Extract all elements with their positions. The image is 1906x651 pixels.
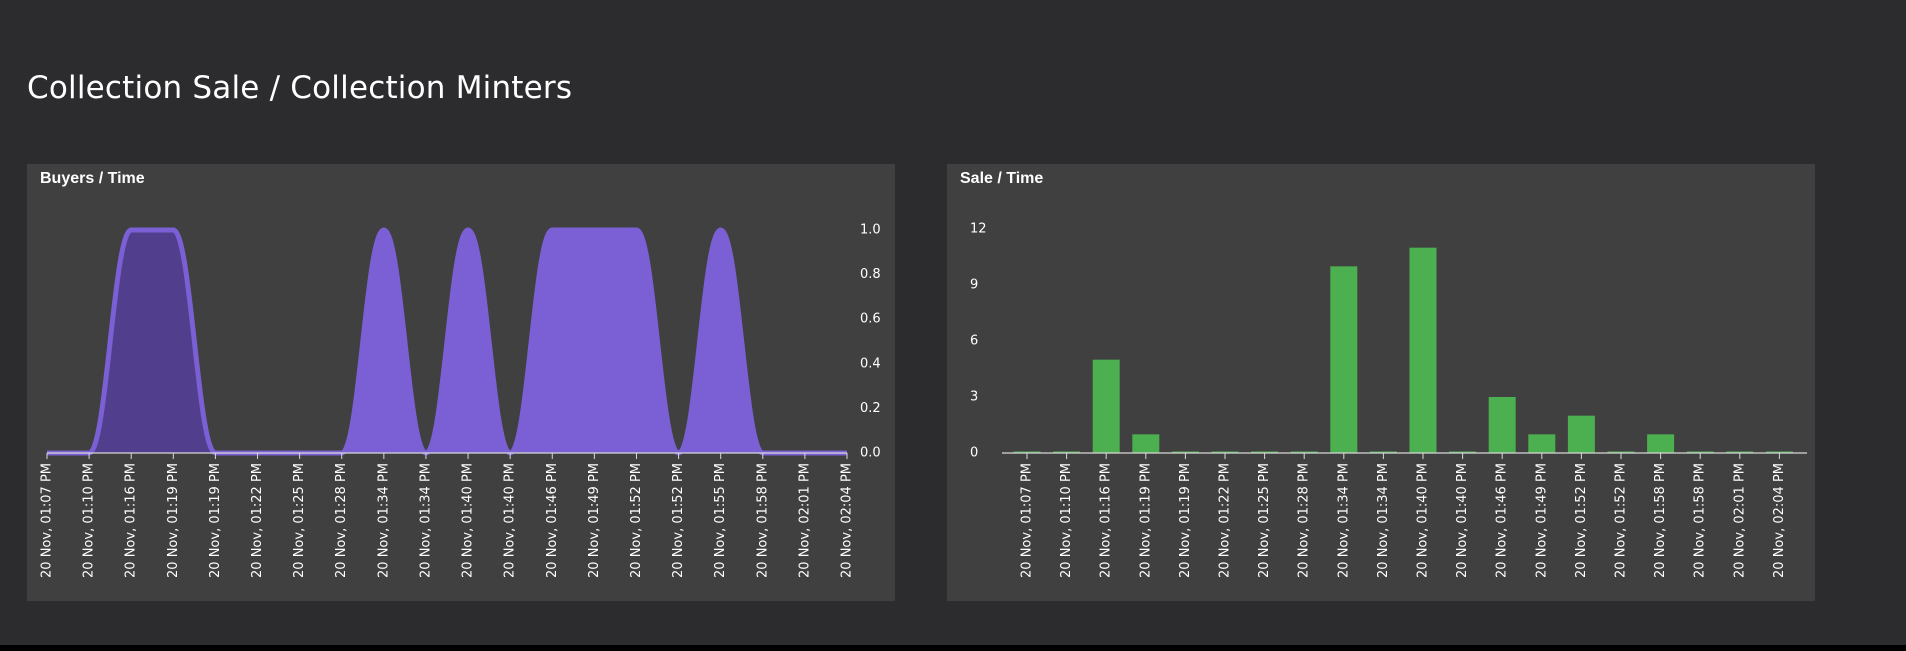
y-tick-label: 0.0 — [860, 446, 881, 461]
x-tick-label: 20 Nov, 01:40 PM — [1416, 463, 1431, 578]
x-tick-label: 20 Nov, 01:22 PM — [1218, 463, 1233, 578]
sale-bar — [1607, 451, 1635, 453]
x-tick-label: 20 Nov, 01:22 PM — [250, 463, 265, 578]
x-tick-label: 20 Nov, 01:58 PM — [1653, 463, 1668, 578]
x-tick-label: 20 Nov, 01:28 PM — [1297, 463, 1312, 578]
x-tick-label: 20 Nov, 02:01 PM — [797, 463, 812, 578]
x-tick-label: 20 Nov, 01:10 PM — [1059, 463, 1074, 578]
x-tick-label: 20 Nov, 01:19 PM — [208, 463, 223, 578]
x-tick-label: 20 Nov, 01:52 PM — [1574, 463, 1589, 578]
x-tick-label: 20 Nov, 01:52 PM — [629, 463, 644, 578]
x-tick-label: 20 Nov, 01:34 PM — [376, 463, 391, 578]
sale-bar — [1409, 247, 1437, 453]
page-title: Collection Sale / Collection Minters — [27, 70, 573, 106]
x-tick-label: 20 Nov, 01:10 PM — [82, 463, 97, 578]
sale-bar — [1726, 451, 1754, 453]
x-tick-label: 20 Nov, 02:04 PM — [1772, 463, 1787, 578]
sale-time-chart: 12 9 6 3 0 20 Nov, 01:07 PM 20 Nov, 01:10 PM 20… — [970, 222, 1807, 578]
sale-bar — [1290, 451, 1318, 453]
y-tick-label: 1.0 — [860, 223, 881, 238]
x-tick-label: 20 Nov, 01:49 PM — [1534, 463, 1549, 578]
buyers-time-title: Buyers / Time — [40, 170, 145, 187]
x-tick-label: 20 Nov, 01:16 PM — [1099, 463, 1114, 578]
sale-time-title: Sale / Time — [960, 170, 1044, 187]
y-tick-label: 0.6 — [860, 312, 881, 327]
sale-bar — [1053, 451, 1081, 453]
x-tick-label: 20 Nov, 01:40 PM — [461, 463, 476, 578]
buyers-time-panel: 1.0 0.8 0.6 0.4 0.2 0.0 20 Nov, 01:07 PM 20 Nov… — [27, 164, 895, 601]
x-tick-label: 20 Nov, 01:25 PM — [1257, 463, 1272, 578]
sale-bar — [1092, 359, 1120, 453]
sale-bar — [1251, 451, 1279, 453]
x-tick-label: 20 Nov, 01:40 PM — [503, 463, 518, 578]
y-tick-label: 3 — [970, 390, 978, 405]
sale-bar — [1765, 451, 1793, 453]
y-tick-label: 9 — [970, 278, 978, 293]
x-tick-label: 20 Nov, 01:46 PM — [545, 463, 560, 578]
sale-bar — [1488, 397, 1516, 453]
buyers-time-chart: 1.0 0.8 0.6 0.4 0.2 0.0 20 Nov, 01:07 PM 20 Nov… — [40, 223, 881, 578]
x-tick-label: 20 Nov, 01:07 PM — [40, 463, 55, 578]
x-tick-label: 20 Nov, 01:19 PM — [1178, 463, 1193, 578]
y-tick-label: 6 — [970, 334, 978, 349]
x-tick-label: 20 Nov, 01:52 PM — [671, 463, 686, 578]
buyers-area-highlight — [47, 230, 216, 453]
sale-bar — [1567, 415, 1595, 453]
sale-bar — [1013, 451, 1041, 453]
x-tick-label: 20 Nov, 01:49 PM — [587, 463, 602, 578]
x-tick-label: 20 Nov, 01:28 PM — [334, 463, 349, 578]
sale-bar — [1449, 451, 1477, 453]
x-tick-label: 20 Nov, 01:16 PM — [124, 463, 139, 578]
sale-bar — [1369, 451, 1397, 453]
x-tick-label: 20 Nov, 01:58 PM — [1693, 463, 1708, 578]
x-tick-label: 20 Nov, 01:55 PM — [713, 463, 728, 578]
y-tick-label: 0.8 — [860, 267, 881, 282]
x-tick-label: 20 Nov, 01:52 PM — [1614, 463, 1629, 578]
y-tick-label: 0 — [970, 446, 978, 461]
x-tick-label: 20 Nov, 02:01 PM — [1732, 463, 1747, 578]
y-tick-label: 0.4 — [860, 356, 881, 371]
sale-bar — [1211, 451, 1239, 453]
sale-bar — [1647, 434, 1675, 453]
sale-bar — [1132, 434, 1160, 453]
x-tick-label: 20 Nov, 01:46 PM — [1495, 463, 1510, 578]
sale-bar — [1171, 451, 1199, 453]
x-tick-label: 20 Nov, 01:34 PM — [1376, 463, 1391, 578]
sale-bar — [1686, 451, 1714, 453]
sale-bar — [1330, 266, 1358, 453]
x-tick-label: 20 Nov, 01:19 PM — [1138, 463, 1153, 578]
y-tick-label: 12 — [970, 222, 987, 237]
x-tick-label: 20 Nov, 01:40 PM — [1455, 463, 1470, 578]
buyers-series-line — [47, 227, 847, 456]
x-tick-label: 20 Nov, 01:07 PM — [1020, 463, 1035, 578]
x-tick-label: 20 Nov, 01:34 PM — [1336, 463, 1351, 578]
x-tick-label: 20 Nov, 01:34 PM — [418, 463, 433, 578]
x-tick-label: 20 Nov, 02:04 PM — [840, 463, 855, 578]
sale-time-panel: 12 9 6 3 0 20 Nov, 01:07 PM 20 Nov, 01:10 PM 20… — [947, 164, 1815, 601]
x-tick-label: 20 Nov, 01:19 PM — [166, 463, 181, 578]
x-tick-label: 20 Nov, 01:58 PM — [755, 463, 770, 578]
x-tick-label: 20 Nov, 01:25 PM — [292, 463, 307, 578]
sale-bar — [1528, 434, 1556, 453]
y-tick-label: 0.2 — [860, 401, 881, 416]
